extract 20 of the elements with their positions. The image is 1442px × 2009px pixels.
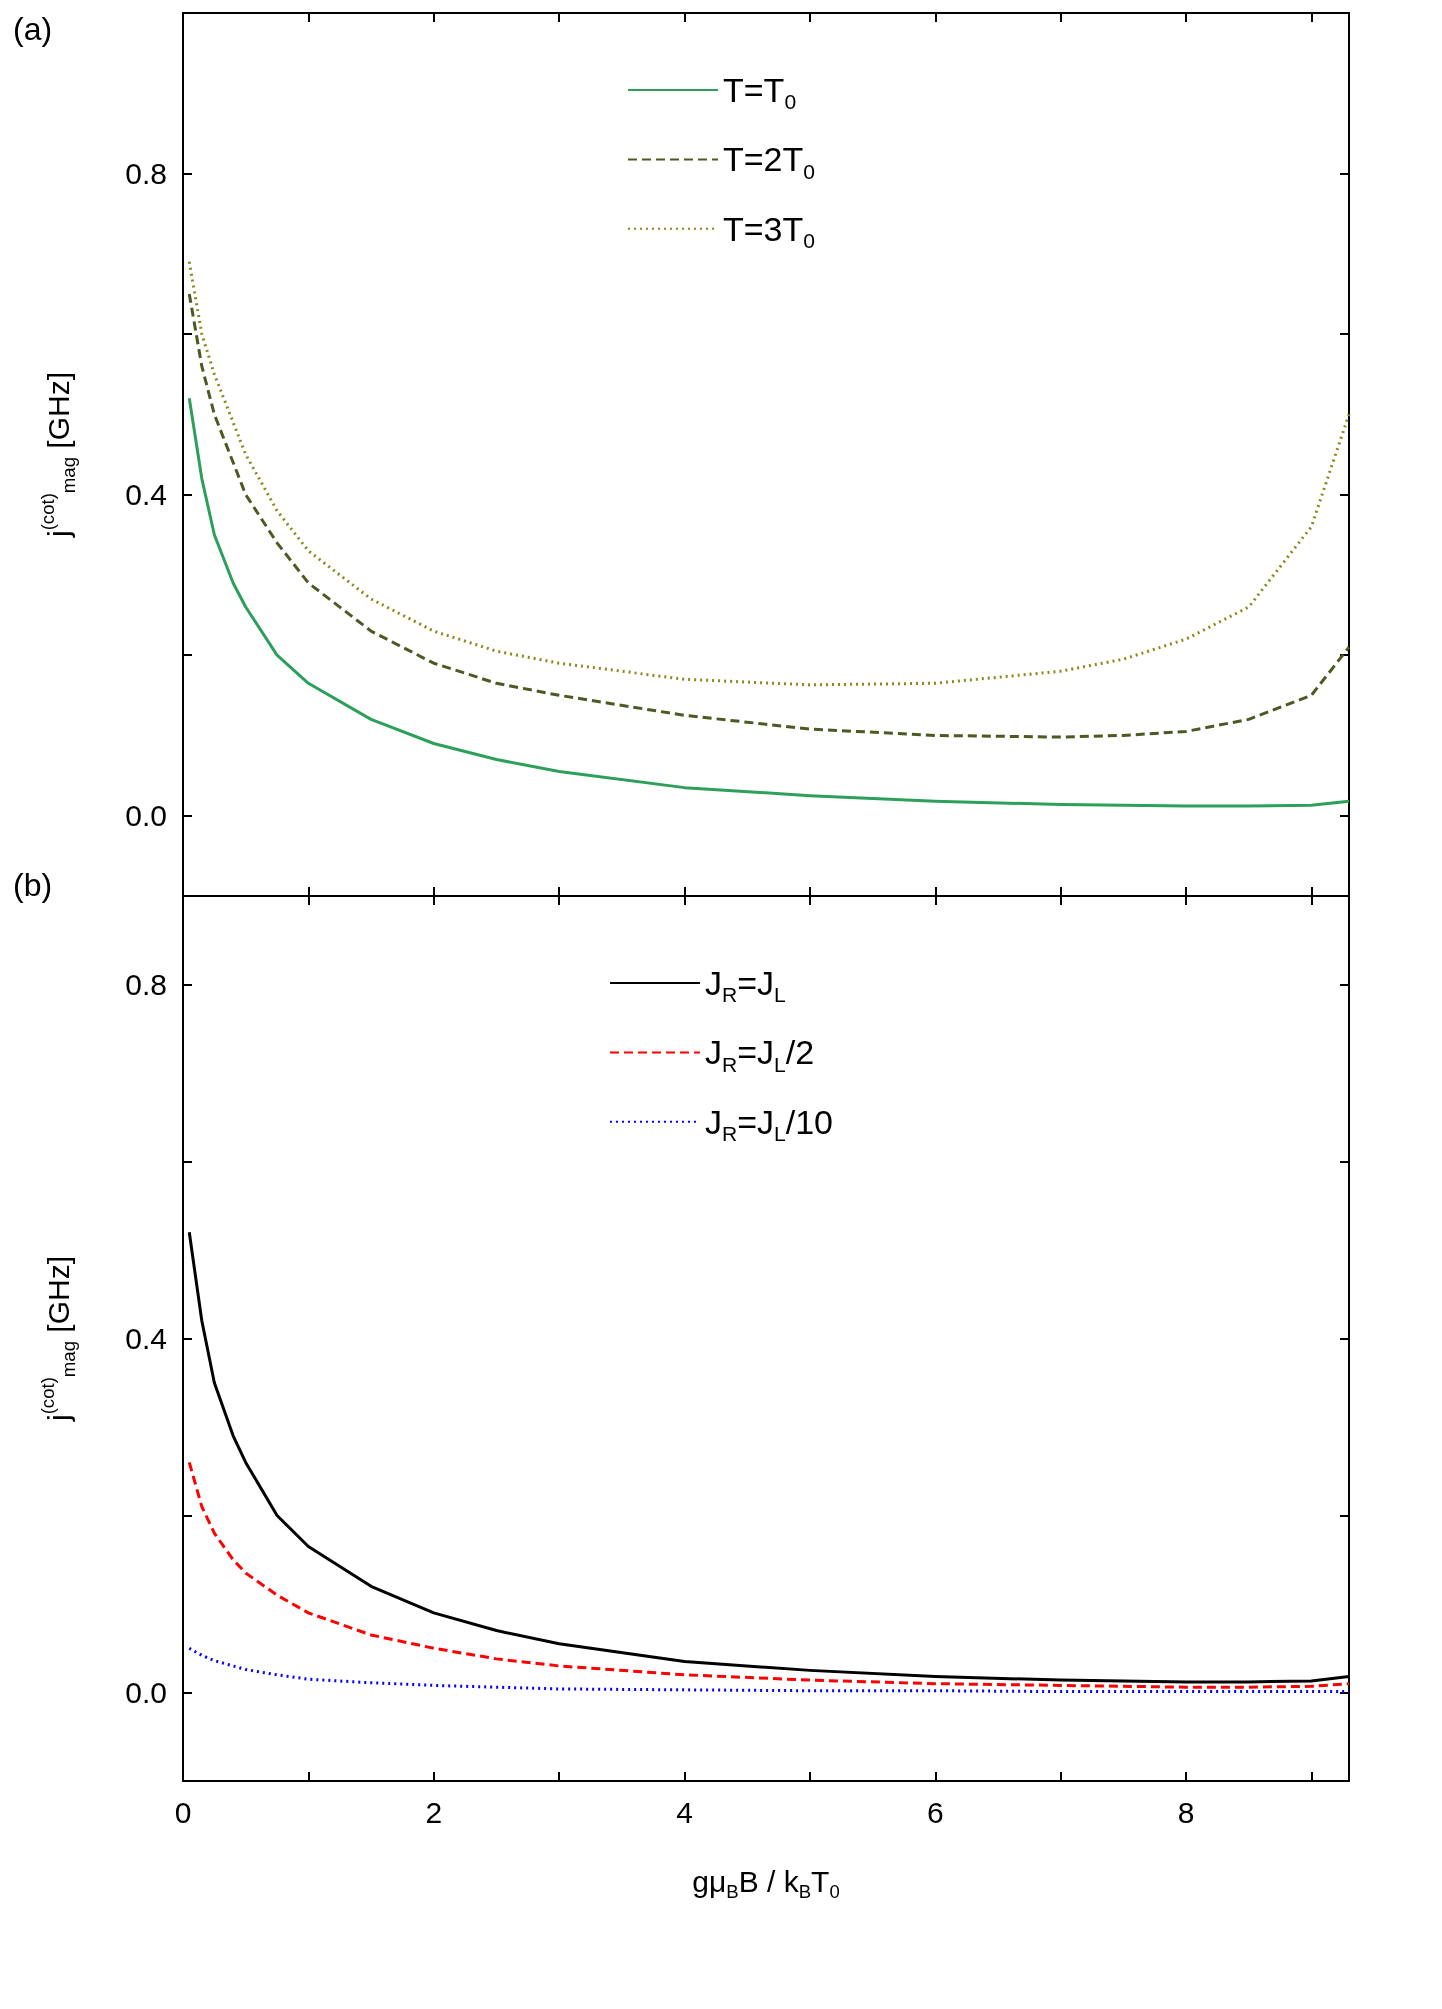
- y-tick-label: 0.8: [125, 157, 167, 191]
- chart-title: (a): [13, 11, 53, 47]
- y-axis-title: j(cot)mag [GHz]: [37, 371, 79, 539]
- line-series: [187, 292, 1351, 739]
- line-series: [187, 1460, 1351, 1689]
- y-tick-label: 0.0: [125, 799, 167, 833]
- x-tick-label: 4: [676, 1795, 693, 1829]
- line-series: [187, 1646, 1351, 1694]
- y-tick-label: 0.4: [125, 478, 167, 512]
- line-series: [187, 260, 1351, 687]
- x-tick-label: 6: [926, 1795, 944, 1829]
- y-tick-label: 0.4: [125, 1322, 167, 1355]
- y-tick-label: 0.0: [125, 1676, 167, 1709]
- x-tick-label: 0: [174, 1795, 192, 1829]
- y-tick-label: 0.8: [125, 968, 167, 1001]
- x-tick-label: 2: [425, 1795, 443, 1829]
- line-series: [187, 396, 1351, 808]
- x-tick-label: 8: [1177, 1795, 1195, 1829]
- y-axis-title: j(cot)mag [GHz]: [37, 1255, 79, 1423]
- chart-title: (b): [13, 867, 53, 903]
